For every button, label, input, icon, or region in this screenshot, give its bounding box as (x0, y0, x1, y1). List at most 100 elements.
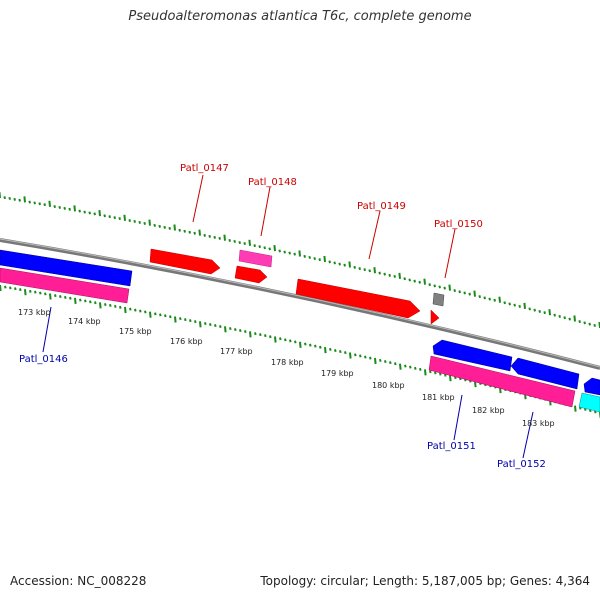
major-tick (249, 331, 252, 338)
inner-tick-ring (0, 284, 600, 419)
major-tick (373, 267, 376, 274)
minor-tick (289, 339, 292, 343)
map-title: Pseudoalteromonas atlantica T6c, complet… (128, 9, 472, 24)
minor-tick (284, 338, 287, 342)
minor-tick (168, 226, 171, 230)
minor-tick (318, 258, 321, 262)
major-tick (473, 290, 476, 297)
minor-tick (139, 309, 142, 313)
major-tick (274, 336, 277, 343)
minor-tick (58, 205, 61, 209)
minor-tick (429, 370, 432, 374)
gene-patl-0150[interactable] (432, 292, 445, 307)
minor-tick (164, 314, 167, 318)
minor-tick (538, 309, 541, 313)
major-tick (348, 261, 351, 268)
gene-patl-0152[interactable] (578, 392, 600, 413)
major-tick (148, 219, 151, 226)
gene-label-patl-0146[interactable]: Patl_0146 (19, 354, 68, 365)
minor-tick (204, 322, 207, 326)
genome-backbone (0, 238, 600, 370)
gene-patl-0146[interactable] (0, 267, 130, 304)
minor-tick (293, 252, 296, 256)
major-tick (24, 289, 27, 296)
gene-blue-b[interactable] (510, 357, 580, 390)
minor-tick (208, 234, 211, 238)
minor-tick (189, 319, 192, 323)
minor-tick (79, 298, 82, 302)
gene-patl-0149[interactable] (295, 278, 421, 319)
minor-tick (364, 355, 367, 359)
gene-label-patl-0148[interactable]: Patl_0148 (248, 177, 297, 188)
gene-patl-0148[interactable] (238, 249, 273, 268)
major-tick (23, 196, 26, 203)
minor-tick (263, 246, 266, 250)
minor-tick (588, 322, 591, 326)
major-tick (73, 205, 76, 212)
minor-tick (288, 251, 291, 255)
minor-tick (188, 230, 191, 234)
gene-patl-0151[interactable] (428, 355, 576, 408)
major-tick (99, 302, 102, 309)
minor-tick (143, 221, 146, 225)
minor-tick (353, 265, 356, 269)
minor-tick (358, 267, 361, 271)
gene-patl-0150b[interactable] (430, 309, 440, 325)
minor-tick (253, 244, 256, 248)
minor-tick (238, 241, 241, 245)
major-tick (273, 245, 276, 252)
minor-tick (44, 292, 47, 296)
minor-tick (279, 337, 282, 341)
minor-tick (488, 297, 491, 301)
minor-tick (144, 310, 147, 314)
gene-label-patl-0147[interactable]: Patl_0147 (180, 163, 229, 174)
minor-tick (114, 304, 117, 308)
minor-tick (14, 287, 17, 291)
major-tick (224, 326, 227, 333)
minor-tick (593, 323, 596, 327)
major-tick (574, 405, 577, 412)
gene-patl-0148b[interactable] (234, 265, 268, 284)
gene-label-patl-0152[interactable]: Patl_0152 (497, 459, 546, 470)
minor-tick (183, 229, 186, 233)
minor-tick (184, 318, 187, 322)
kbp-label: 177 kbp (220, 347, 253, 356)
major-tick (324, 347, 327, 354)
gene-label-patl-0151[interactable]: Patl_0151 (427, 441, 476, 452)
minor-tick (319, 345, 322, 349)
minor-tick (244, 330, 247, 334)
minor-tick (214, 324, 217, 328)
minor-tick (453, 289, 456, 293)
kbp-label: 176 kbp (170, 337, 203, 346)
minor-tick (258, 245, 261, 249)
minor-tick (268, 247, 271, 251)
minor-tick (478, 295, 481, 299)
minor-tick (594, 410, 597, 414)
minor-tick (59, 295, 62, 299)
gene-label-patl-0149[interactable]: Patl_0149 (357, 201, 406, 212)
minor-tick (4, 285, 7, 289)
gene-blue-c[interactable] (583, 377, 600, 396)
gene-patl-0146-blue[interactable] (0, 249, 133, 287)
major-tick (299, 341, 302, 348)
minor-tick (259, 333, 262, 337)
minor-tick (38, 202, 41, 206)
minor-tick (414, 366, 417, 370)
reverse-genes (0, 249, 600, 413)
minor-tick (128, 219, 131, 223)
minor-tick (334, 349, 337, 353)
minor-tick (344, 351, 347, 355)
minor-tick (68, 207, 71, 211)
minor-tick (304, 342, 307, 346)
minor-tick (483, 296, 486, 300)
minor-tick (378, 271, 381, 275)
minor-tick (563, 316, 566, 320)
minor-tick (518, 304, 521, 308)
minor-tick (503, 301, 506, 305)
gene-patl-0147[interactable] (149, 248, 221, 275)
minor-tick (88, 211, 91, 215)
gene-label-patl-0150[interactable]: Patl_0150 (434, 219, 483, 230)
minor-tick (28, 200, 31, 204)
gene-blue-a[interactable] (432, 339, 513, 372)
minor-tick (303, 254, 306, 258)
